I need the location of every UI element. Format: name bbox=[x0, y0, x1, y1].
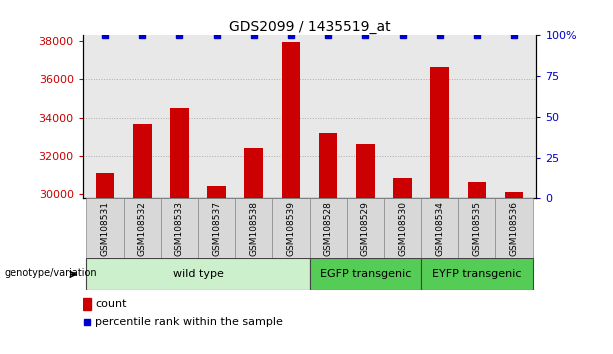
Bar bbox=[310, 258, 421, 290]
Text: GSM108528: GSM108528 bbox=[324, 201, 333, 256]
Bar bbox=[459, 198, 495, 258]
Bar bbox=[421, 258, 533, 290]
Text: GSM108531: GSM108531 bbox=[101, 201, 110, 256]
Text: genotype/variation: genotype/variation bbox=[4, 268, 97, 278]
Bar bbox=[468, 182, 486, 354]
Bar bbox=[86, 258, 310, 290]
Title: GDS2099 / 1435519_at: GDS2099 / 1435519_at bbox=[229, 21, 390, 34]
Text: GSM108530: GSM108530 bbox=[398, 201, 407, 256]
Bar bbox=[282, 42, 300, 354]
Bar bbox=[83, 298, 91, 310]
Bar bbox=[356, 144, 375, 354]
Text: GSM108535: GSM108535 bbox=[473, 201, 481, 256]
Bar bbox=[161, 198, 198, 258]
Bar bbox=[96, 173, 115, 354]
Bar bbox=[384, 198, 421, 258]
Text: GSM108534: GSM108534 bbox=[435, 201, 444, 256]
Bar bbox=[495, 198, 533, 258]
Text: EGFP transgenic: EGFP transgenic bbox=[319, 269, 411, 279]
Bar bbox=[393, 178, 412, 354]
Text: GSM108537: GSM108537 bbox=[212, 201, 221, 256]
Bar bbox=[245, 148, 263, 354]
Text: GSM108539: GSM108539 bbox=[286, 201, 295, 256]
Bar bbox=[421, 198, 459, 258]
Bar bbox=[310, 198, 347, 258]
Text: GSM108532: GSM108532 bbox=[138, 201, 147, 256]
Bar bbox=[235, 198, 272, 258]
Bar bbox=[133, 124, 151, 354]
Text: GSM108538: GSM108538 bbox=[249, 201, 258, 256]
Text: count: count bbox=[95, 299, 126, 309]
Text: GSM108529: GSM108529 bbox=[361, 201, 370, 256]
Text: EYFP transgenic: EYFP transgenic bbox=[432, 269, 522, 279]
Bar bbox=[198, 198, 235, 258]
Bar bbox=[86, 198, 124, 258]
Bar bbox=[319, 133, 337, 354]
Text: GSM108533: GSM108533 bbox=[175, 201, 184, 256]
Bar bbox=[430, 67, 449, 354]
Bar bbox=[124, 198, 161, 258]
Text: percentile rank within the sample: percentile rank within the sample bbox=[95, 317, 283, 327]
Text: GSM108536: GSM108536 bbox=[509, 201, 519, 256]
Bar bbox=[504, 193, 524, 354]
Bar bbox=[272, 198, 310, 258]
Bar bbox=[207, 186, 226, 354]
Bar bbox=[347, 198, 384, 258]
Text: wild type: wild type bbox=[173, 269, 224, 279]
Bar bbox=[170, 108, 189, 354]
